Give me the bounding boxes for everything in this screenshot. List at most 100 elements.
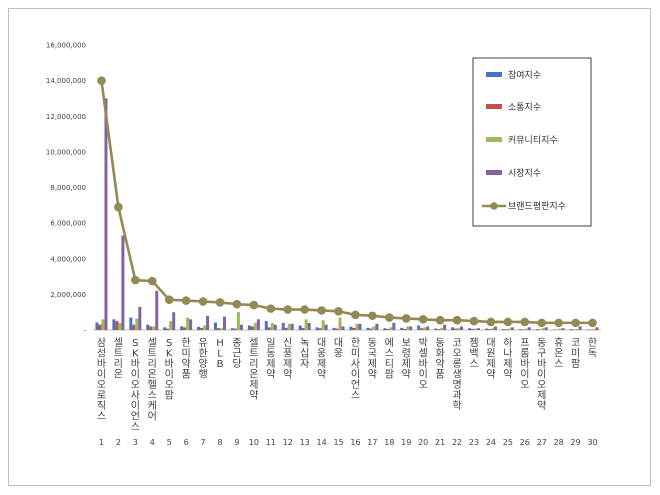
bar-1-15 [332, 327, 336, 330]
bar-4-24 [493, 326, 497, 330]
legend-label-2: 소통지수 [508, 102, 541, 113]
line-point-8 [215, 298, 225, 307]
bar-2-23 [471, 328, 474, 330]
bar-1-17 [366, 327, 370, 330]
bar-2-25 [504, 329, 508, 330]
bar-3-22 [457, 327, 461, 330]
bar-2-2 [115, 321, 119, 330]
bar-4-4 [155, 290, 159, 330]
bar-1-4 [146, 324, 150, 330]
line-point-9 [232, 299, 242, 309]
y-tick-label: 12,000,000 [46, 113, 86, 121]
x-rank-label: 17 [367, 438, 377, 447]
bar-3-14 [321, 320, 325, 330]
bar-3-8 [220, 328, 223, 330]
bar-1-11 [264, 321, 268, 330]
bar-4-27 [544, 327, 548, 330]
bar-4-20 [426, 326, 430, 330]
y-tick-label: 14,000,000 [46, 77, 86, 85]
bar-4-10 [256, 319, 260, 330]
bar-3-11 [270, 322, 274, 330]
bar-4-6 [189, 319, 193, 330]
legend-label-3: 커뮤니티지수 [508, 135, 558, 146]
bar-4-1 [104, 98, 108, 330]
bar-4-16 [358, 323, 362, 330]
x-rank-label: 14 [317, 438, 327, 447]
x-rank-label: 11 [266, 438, 276, 447]
legend-label-5: 브랜드평판지수 [508, 201, 566, 212]
bar-1-22 [451, 327, 455, 330]
y-tick-label: - [83, 327, 86, 335]
line-point-19 [401, 314, 411, 323]
line-point-28 [554, 318, 563, 328]
legend-swatch-1 [486, 72, 502, 77]
bar-3-18 [389, 327, 393, 330]
bar-3-7 [203, 325, 207, 330]
bar-4-9 [239, 324, 243, 330]
bar-4-30 [595, 327, 599, 330]
bar-3-4 [152, 326, 156, 330]
bar-2-24 [487, 329, 491, 330]
x-rank-label: 12 [283, 438, 293, 447]
bar-1-29 [569, 329, 573, 330]
bar-2-1 [98, 324, 102, 330]
bar-3-5 [169, 321, 173, 330]
bar-2-6 [183, 327, 187, 330]
bar-1-16 [349, 326, 353, 330]
bar-3-29 [575, 328, 579, 330]
bar-3-12 [287, 323, 291, 330]
x-rank-label: 18 [384, 438, 394, 447]
bar-1-19 [400, 327, 404, 330]
bar-4-21 [443, 324, 447, 330]
bar-4-14 [324, 324, 328, 330]
chart-frame [8, 8, 651, 486]
bar-3-26 [524, 328, 528, 330]
line-point-18 [385, 313, 394, 322]
x-rank-label: 5 [167, 438, 172, 447]
x-rank-label: 16 [350, 438, 360, 447]
bar-3-27 [541, 328, 545, 330]
bar-3-25 [507, 328, 511, 330]
x-rank-label: 1 [99, 438, 104, 447]
bar-4-17 [375, 323, 379, 330]
bar-2-8 [217, 328, 220, 330]
line-point-27 [537, 318, 547, 328]
bar-2-20 [420, 328, 424, 330]
legend-label-4: 시장지수 [508, 168, 541, 179]
bar-3-28 [558, 328, 562, 330]
legend-swatch-3 [486, 137, 502, 142]
line-point-30 [588, 318, 597, 328]
bar-3-13 [304, 319, 308, 330]
line-point-16 [351, 310, 360, 320]
bar-2-4 [149, 326, 153, 330]
bar-3-30 [592, 328, 596, 330]
bar-4-23 [477, 328, 480, 330]
bar-1-9 [230, 328, 234, 330]
line-point-17 [368, 311, 377, 321]
line-point-15 [334, 306, 343, 316]
bar-1-28 [552, 329, 556, 330]
line-point-11 [266, 304, 276, 313]
bar-3-10 [253, 322, 257, 330]
bar-4-7 [206, 315, 210, 330]
bar-3-20 [423, 327, 427, 330]
bar-2-7 [200, 327, 204, 330]
line-point-10 [249, 300, 259, 310]
line-point-12 [283, 305, 293, 314]
bar-4-29 [578, 326, 582, 330]
